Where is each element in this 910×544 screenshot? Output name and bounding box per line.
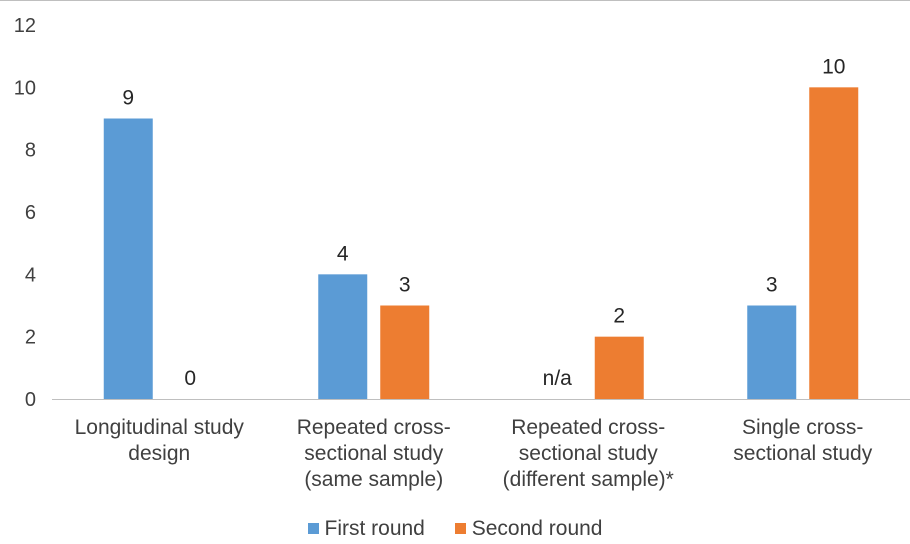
bar-second-round [594,336,644,399]
category-label-line: Longitudinal study [75,416,245,439]
legend-label-second-round: Second round [471,516,603,540]
y-tick-label: 2 [25,327,36,349]
legend-label-first-round: First round [324,516,425,540]
category-label-line: (same sample) [304,468,443,491]
data-label: 4 [337,242,349,265]
bars [103,87,859,399]
legend-item-first-round: First round [307,516,425,541]
data-label: n/a [543,367,573,390]
y-tick-label: 12 [14,15,36,37]
bar-first-round [103,118,153,399]
bar-second-round [809,87,859,399]
category-label-line: design [128,442,190,465]
category-label-line: sectional study [304,442,443,465]
bar-first-round [318,274,368,399]
category-label-line: (different sample)* [503,468,674,491]
category-label-line: sectional study [733,442,872,465]
bar-first-round [747,305,797,399]
data-label: 2 [613,305,625,328]
bar-second-round [380,305,430,399]
category-label: Repeated cross-sectional study (different… [503,416,674,491]
data-label: 3 [766,274,778,297]
y-axis: 0 2 4 6 8 10 12 [14,15,36,411]
category-labels: Longitudinal study design Repeated cross-s… [75,416,873,491]
data-label: 3 [399,274,411,297]
category-label: Single cross-sectional study [733,416,872,465]
data-label: 9 [122,87,134,110]
y-tick-label: 0 [25,389,36,411]
category-label: Longitudinal study design [75,416,245,465]
category-label-line: Single cross- [742,416,863,439]
data-label: 10 [822,55,845,78]
legend-swatch-second-round [454,523,466,534]
data-labels: 9 0 4 3 n/a 2 3 10 [122,55,845,390]
y-tick-label: 4 [25,264,36,286]
legend-item-second-round: Second round [454,516,603,541]
y-tick-label: 6 [25,202,36,224]
data-label: 0 [184,367,196,390]
category-label-line: Repeated cross- [511,416,665,439]
legend-swatch-first-round [307,523,319,534]
category-label-line: sectional study [519,442,658,465]
category-label-line: Repeated cross- [297,416,451,439]
y-tick-label: 10 [14,77,36,99]
y-tick-label: 8 [25,140,36,162]
category-label: Repeated cross-sectional study (same samp… [297,416,451,491]
legend: First round Second round [0,516,910,541]
